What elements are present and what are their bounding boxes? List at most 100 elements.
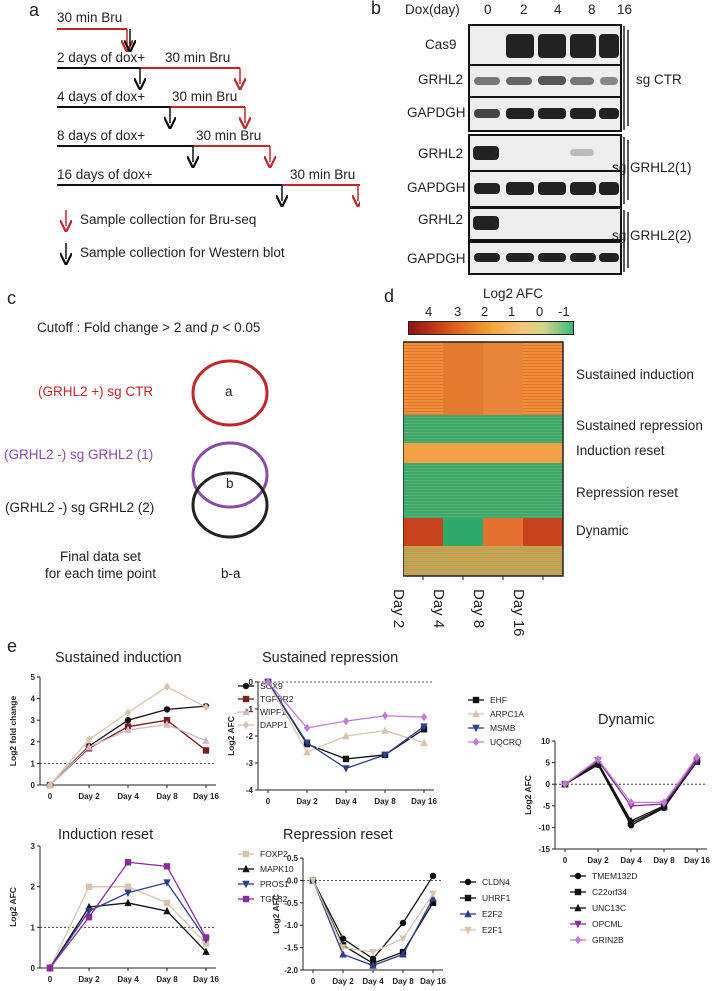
- y-tick-label: 0: [31, 781, 36, 790]
- chart-title-dynamic: Dynamic: [598, 712, 655, 728]
- x-tick-label: Day 8: [392, 977, 414, 986]
- data-point-DAPP1: [85, 735, 93, 744]
- legend-marker-GRIN2B: [574, 935, 582, 945]
- x-tick-label: 0: [311, 977, 316, 986]
- data-point-TGFBR2: [124, 723, 132, 730]
- cluster-label-dynamic: Dynamic: [576, 523, 629, 538]
- color-scale-bar: [408, 321, 574, 335]
- series-line-WIPF1: [49, 723, 207, 786]
- legend-marker-TMEM132D: [574, 872, 582, 880]
- chart-title-induction-reset: Induction reset: [58, 827, 154, 843]
- data-point-TGFB2: [124, 859, 132, 866]
- column-label-day16: Day 16: [510, 589, 527, 637]
- y-tick-label: -0.5: [284, 899, 298, 908]
- data-point-SOX9: [124, 717, 132, 724]
- scale-tick-1: 1: [508, 304, 516, 319]
- legend-label-UQCRQ: UQCRQ: [490, 737, 522, 747]
- data-point-WIPF1: [85, 743, 93, 751]
- series-line-EHF: [267, 681, 425, 760]
- legend-marker-CLDN4: [464, 878, 472, 886]
- blot-label-grhl2-g2: GRHL2: [418, 212, 464, 227]
- data-point-CLDN4: [429, 872, 437, 880]
- data-point-MSMB: [342, 765, 350, 773]
- y-tick-label: -3: [246, 759, 254, 768]
- line-chart-sustained-repression: 0 -1 -2 -3 -4 0 Day 2 Day 4 Day 8 Day 16 Log2 AFC E…: [226, 677, 524, 806]
- x-tick-label: Day 2: [78, 792, 100, 801]
- day-label-2: 2: [520, 2, 528, 17]
- data-point-ARPC1A: [264, 677, 272, 686]
- data-point-E2F1: [429, 890, 437, 899]
- legend-marker-MSMB: [472, 724, 480, 733]
- y-tick-label: -1.0: [284, 921, 298, 930]
- data-point-FOXP2: [124, 883, 132, 890]
- data-point-TGFB2: [46, 964, 54, 972]
- legend-marker-DAPP1: [242, 720, 250, 730]
- blot-label-gapdgh-ctr: GAPDGH: [407, 105, 466, 120]
- cluster-label-induction-reset: Induction reset: [576, 443, 665, 458]
- line-chart-induction-reset: 0 1 2 3 0 Day 2 Day 4 Day 8 Day 16 Log2 AFC FOXP2 M…: [8, 842, 294, 984]
- data-point-ARPC1A: [303, 748, 311, 756]
- x-tick-label: Day 8: [374, 797, 396, 806]
- series-line-TGFBR2: [49, 719, 207, 786]
- venn-set2-label: (GRHL2 -) sg GRHL2 (1): [4, 447, 154, 462]
- venn-circle-g2: [191, 471, 269, 539]
- data-point-SOX9: [85, 742, 93, 750]
- data-point-OPCML: [561, 781, 569, 789]
- x-tick-label: Day 8: [156, 975, 178, 984]
- legend-label-MAPK10: MAPK10: [260, 864, 294, 874]
- data-point-DAPP1: [124, 708, 132, 717]
- timeline-row2-label: 2 days of dox+: [57, 50, 146, 65]
- legend-label-PROS1: PROS1: [260, 879, 289, 889]
- panel-label-b: b: [371, 0, 382, 18]
- data-point-ARPC1A: [420, 738, 428, 746]
- data-point-UQCRQ: [420, 712, 428, 722]
- series-line-GRIN2B: [564, 756, 698, 803]
- legend-label-TGFBR2: TGFBR2: [260, 694, 294, 704]
- y-tick-label: 0: [249, 678, 254, 687]
- legend-marker-E2F1: [464, 926, 472, 935]
- x-tick-label: Day 4: [117, 975, 139, 984]
- panel-label-c: c: [7, 288, 16, 308]
- panel-a-timeline: 30 min Bru 2 days of dox+ 30 min Bru 4 d…: [0, 0, 360, 280]
- series-line-TGFB2: [49, 861, 207, 969]
- x-tick-label: Day 16: [684, 856, 710, 865]
- column-label-day8: Day 8: [470, 589, 487, 629]
- y-tick-label: 5: [546, 759, 551, 768]
- blot-cas9: [468, 24, 622, 68]
- data-point-FOXP2: [202, 940, 210, 947]
- data-point-C22orf34: [660, 803, 668, 811]
- x-tick-label: Day 4: [620, 856, 642, 865]
- x-tick-label: Day 2: [78, 975, 100, 984]
- y-tick-label: 3: [31, 842, 36, 851]
- x-tick-label: Day 8: [653, 856, 675, 865]
- series-line-OPCML: [564, 759, 698, 807]
- timeline-row3-bru: 30 min Bru: [172, 89, 238, 104]
- data-point-UNC13C: [660, 801, 668, 809]
- blot-gapdgh-ctr: [468, 96, 622, 132]
- legend-label-GRIN2B: GRIN2B: [592, 935, 624, 945]
- data-point-SOX9: [202, 702, 210, 710]
- panel-d-heatmap: Log2 AFC 4 3 2 1 0 -1: [390, 285, 717, 637]
- data-point-UHRF1: [309, 877, 317, 884]
- panel-b-western: Dox(day) 0 2 4 8 16 Cas9 GRHL2 GAPDGH sg…: [380, 0, 717, 280]
- y-tick-label: -4: [246, 786, 254, 795]
- data-point-UHRF1: [399, 948, 407, 956]
- data-point-UNC13C: [561, 780, 569, 788]
- y-tick-label: 1: [31, 923, 36, 932]
- data-point-WIPF1: [124, 725, 132, 734]
- series-line-TMEM132D: [564, 760, 698, 827]
- data-point-MSMB: [264, 678, 272, 687]
- legend-marker-UQCRQ: [472, 737, 480, 747]
- series-line-PROS1: [49, 881, 207, 969]
- legend-marker-FOXP2: [242, 850, 250, 858]
- cluster-label-sustained-repression: Sustained repression: [576, 418, 703, 433]
- x-tick-label: Day 2: [296, 797, 318, 806]
- chart-title-sustained-repression: Sustained repression: [262, 650, 399, 666]
- panel-c-venn: Cutoff : Fold change > 2 and p < 0.05 (G…: [0, 300, 360, 600]
- venn-circle-ctr: [191, 359, 269, 427]
- cluster-label-repression-reset: Repression reset: [576, 485, 679, 500]
- y-tick-label: 4: [31, 695, 36, 704]
- blot-label-grhl2-g1: GRHL2: [418, 146, 464, 161]
- data-point-C22orf34: [627, 819, 635, 827]
- blot-grhl2-ctr: [468, 64, 622, 100]
